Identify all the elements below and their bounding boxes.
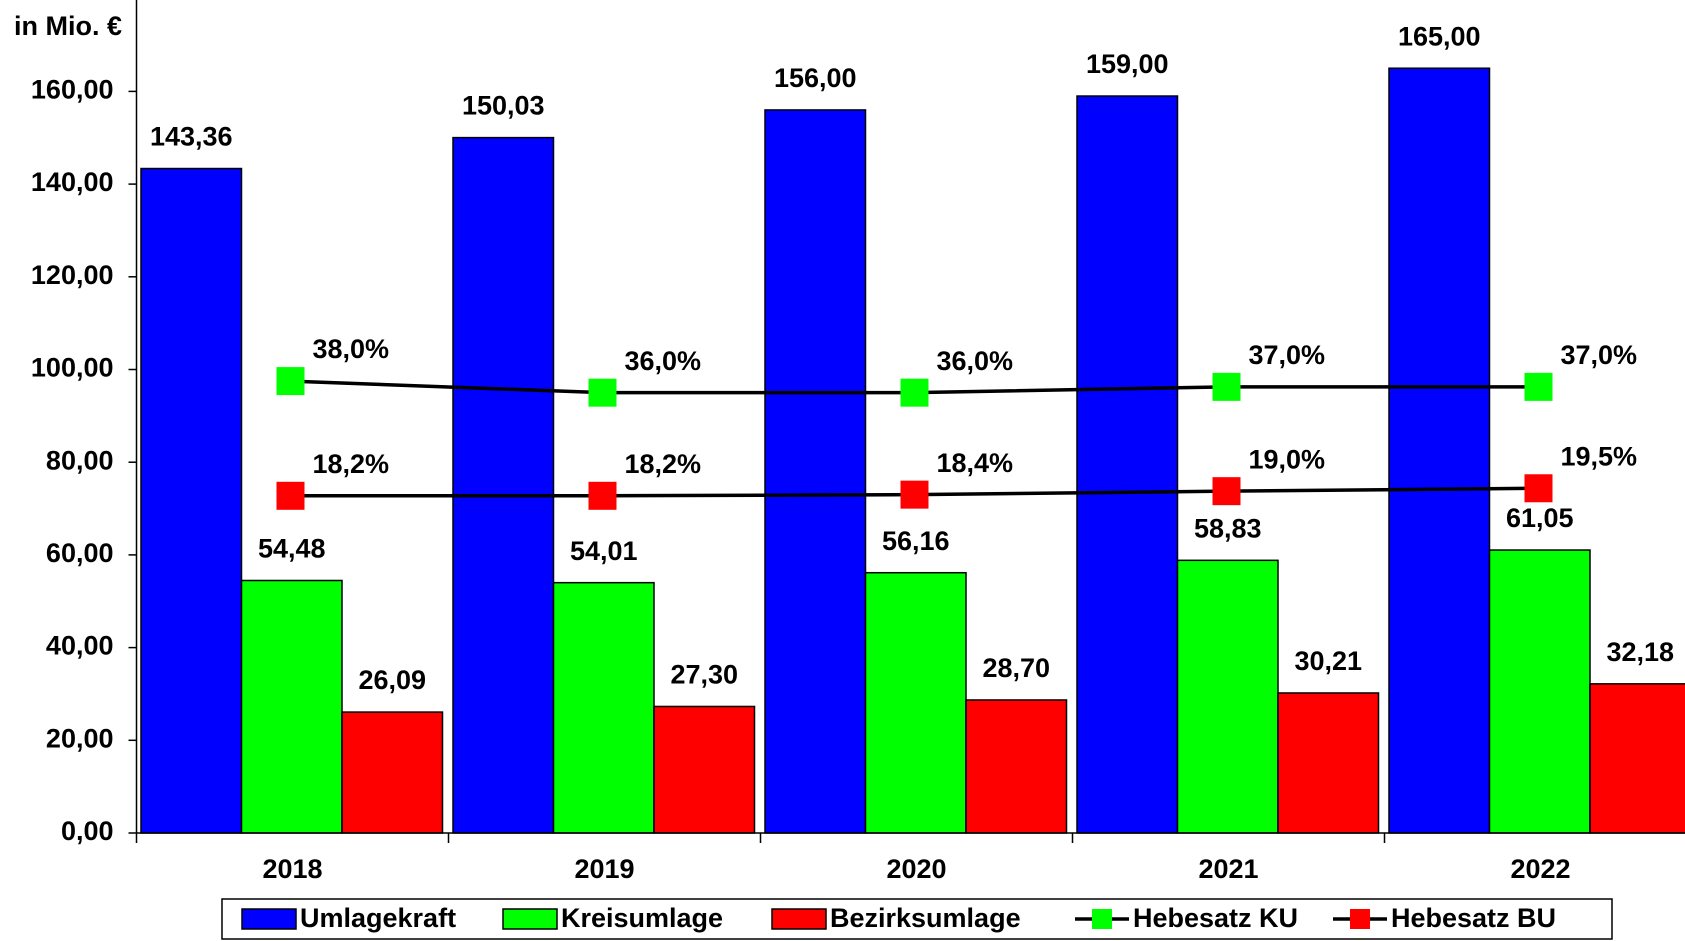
x-tick-label: 2019 bbox=[574, 854, 634, 884]
legend-swatch bbox=[241, 908, 297, 930]
bar bbox=[1388, 67, 1491, 834]
marker bbox=[1524, 474, 1553, 503]
x-tick-label: 2020 bbox=[886, 854, 946, 884]
data-label: 30,21 bbox=[1294, 646, 1362, 676]
y-tick-label: 80,00 bbox=[46, 445, 114, 475]
bar bbox=[1277, 692, 1380, 834]
data-label: 19,0% bbox=[1249, 444, 1326, 474]
legend-marker bbox=[1350, 909, 1370, 929]
data-label: 36,0% bbox=[625, 346, 702, 376]
data-label: 36,0% bbox=[937, 346, 1014, 376]
y-axis-label: in Mio. € bbox=[14, 11, 122, 41]
y-tick-label: 160,00 bbox=[31, 75, 114, 105]
data-label: 32,18 bbox=[1606, 637, 1674, 667]
legend-label: Kreisumlage bbox=[561, 903, 723, 933]
y-tick-label: 20,00 bbox=[46, 723, 114, 753]
y-tick-label: 140,00 bbox=[31, 167, 114, 197]
bar bbox=[764, 109, 867, 834]
data-label: 159,00 bbox=[1086, 49, 1169, 79]
marker bbox=[900, 480, 929, 509]
marker bbox=[1212, 477, 1241, 506]
x-tick-label: 2022 bbox=[1510, 854, 1570, 884]
data-label: 156,00 bbox=[774, 63, 857, 93]
data-label: 26,09 bbox=[358, 665, 426, 695]
y-tick-label: 120,00 bbox=[31, 260, 114, 290]
data-label: 18,2% bbox=[313, 449, 390, 479]
bar bbox=[452, 136, 555, 834]
x-tick-label: 2018 bbox=[262, 854, 322, 884]
data-label: 27,30 bbox=[670, 660, 738, 690]
bar bbox=[1488, 549, 1591, 834]
y-tick-label: 40,00 bbox=[46, 631, 114, 661]
data-label: 37,0% bbox=[1249, 340, 1326, 370]
bar bbox=[1176, 559, 1279, 834]
bar bbox=[653, 705, 756, 834]
y-tick-label: 60,00 bbox=[46, 538, 114, 568]
legend-label: Hebesatz KU bbox=[1133, 903, 1298, 933]
data-label: 143,36 bbox=[150, 122, 233, 152]
bar bbox=[1589, 683, 1685, 834]
marker bbox=[276, 367, 305, 396]
x-tick-label: 2021 bbox=[1198, 854, 1258, 884]
legend-swatch bbox=[502, 908, 558, 930]
data-label: 165,00 bbox=[1398, 21, 1481, 51]
legend-label: Hebesatz BU bbox=[1391, 903, 1556, 933]
legend-marker bbox=[1092, 909, 1112, 929]
marker bbox=[900, 378, 929, 407]
bar bbox=[1076, 95, 1179, 834]
y-tick-label: 100,00 bbox=[31, 353, 114, 383]
marker bbox=[1212, 372, 1241, 401]
data-label: 54,48 bbox=[258, 534, 326, 564]
marker bbox=[276, 481, 305, 510]
legend-label: Umlagekraft bbox=[300, 903, 456, 933]
bar bbox=[341, 711, 444, 834]
data-label: 28,70 bbox=[982, 653, 1050, 683]
marker bbox=[1524, 372, 1553, 401]
bar bbox=[864, 571, 967, 834]
data-label: 61,05 bbox=[1506, 503, 1574, 533]
bar bbox=[140, 167, 243, 834]
data-label: 18,4% bbox=[937, 448, 1014, 478]
legend-label: Bezirksumlage bbox=[830, 903, 1021, 933]
bar bbox=[965, 699, 1068, 834]
y-tick-label: 0,00 bbox=[61, 816, 114, 846]
data-label: 58,83 bbox=[1194, 513, 1262, 543]
marker bbox=[588, 481, 617, 510]
data-label: 19,5% bbox=[1561, 441, 1638, 471]
data-label: 37,0% bbox=[1561, 340, 1638, 370]
bar bbox=[240, 579, 343, 834]
data-label: 38,0% bbox=[313, 334, 390, 364]
legend-swatch bbox=[771, 908, 827, 930]
data-label: 54,01 bbox=[570, 536, 638, 566]
marker bbox=[588, 378, 617, 407]
bar bbox=[552, 581, 655, 834]
data-label: 150,03 bbox=[462, 91, 545, 121]
data-label: 18,2% bbox=[625, 449, 702, 479]
data-label: 56,16 bbox=[882, 526, 950, 556]
